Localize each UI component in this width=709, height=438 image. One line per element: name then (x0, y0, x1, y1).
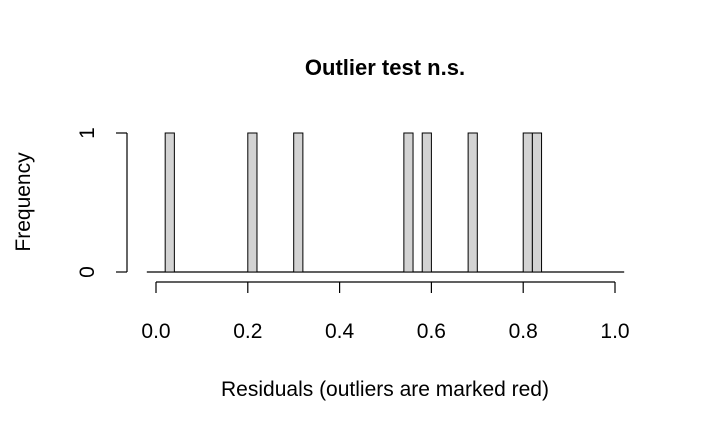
y-tick-label-1: 1 (76, 127, 99, 139)
x-axis: 0.0 0.2 0.4 0.6 0.8 1.0 (141, 281, 630, 343)
histogram-bar-7 (531, 132, 543, 273)
histogram-bar-6 (522, 132, 533, 273)
x-tick-label-1: 0.2 (233, 320, 262, 343)
histogram-bar-1 (247, 132, 258, 273)
y-tick-label-0: 0 (76, 266, 99, 278)
histogram-bar-5 (467, 132, 478, 273)
x-tick-label-0: 0.0 (141, 320, 170, 343)
histogram-bar-0 (164, 132, 175, 273)
x-tick-label-3: 0.6 (417, 320, 446, 343)
histogram-bars (164, 132, 543, 273)
y-axis: 01 (76, 127, 128, 278)
histogram-bar-4 (421, 132, 432, 273)
chart-title: Outlier test n.s. (305, 55, 465, 80)
x-tick-label-4: 0.8 (509, 320, 538, 343)
x-axis-label: Residuals (outliers are marked red) (221, 378, 549, 401)
y-axis-label: Frequency (12, 152, 35, 252)
x-tick-label-5: 1.0 (600, 320, 629, 343)
histogram-bar-3 (403, 132, 414, 273)
x-tick-label-2: 0.4 (325, 320, 355, 343)
histogram-bar-2 (293, 132, 304, 273)
